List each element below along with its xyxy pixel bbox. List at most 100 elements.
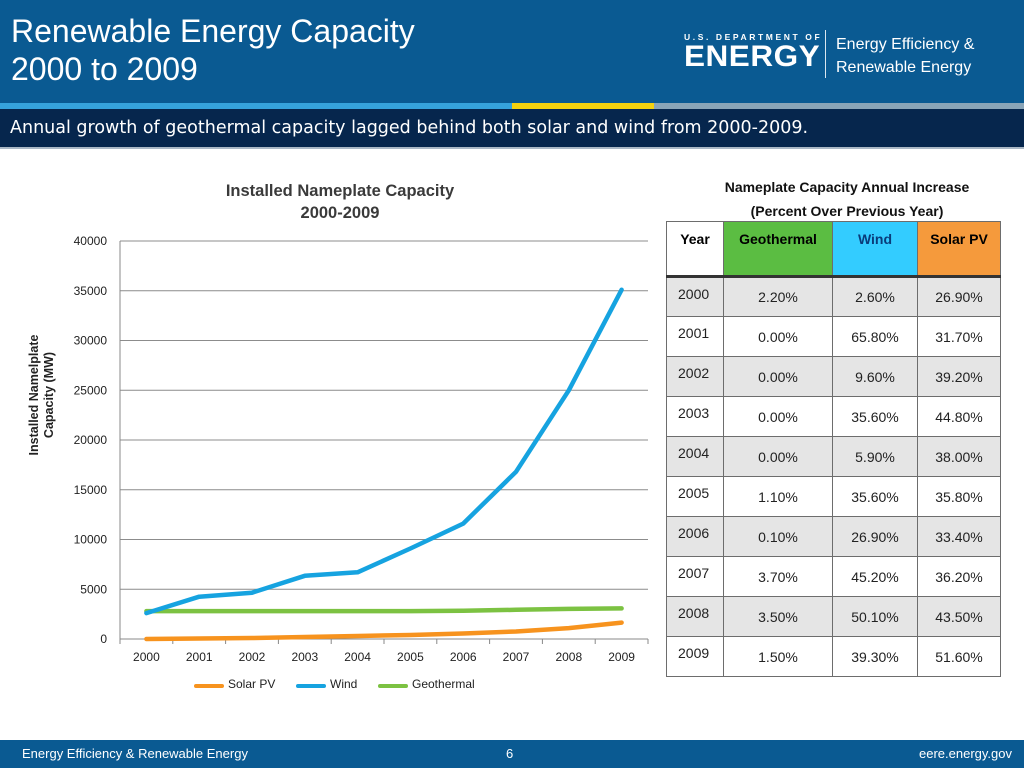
legend-label-wind: Wind [330, 677, 358, 691]
row-wind: 50.10% [832, 596, 918, 637]
row-wind: 39.30% [832, 636, 918, 677]
x-tick-label: 2007 [503, 650, 530, 664]
table-title-line2: (Percent Over Previous Year) [750, 203, 944, 219]
x-tick-label: 2001 [186, 650, 213, 664]
series-line-solar-pv [144, 620, 624, 642]
row-year: 2000 [666, 276, 724, 317]
row-geothermal: 0.00% [723, 396, 833, 437]
slide-footer: Energy Efficiency & Renewable Energy 6 e… [0, 740, 1024, 768]
table-row: 2009 1.50% 39.30% 51.60% [666, 636, 1001, 677]
y-tick-label: 5000 [80, 582, 107, 596]
row-year: 2003 [666, 396, 724, 437]
y-tick-label: 35000 [74, 284, 108, 298]
x-tick-label: 2000 [133, 650, 160, 664]
table-row: 2006 0.10% 26.90% 33.40% [666, 516, 1001, 557]
table-row: 2008 3.50% 50.10% 43.50% [666, 596, 1001, 637]
row-solar: 33.40% [917, 516, 1001, 557]
row-geothermal: 2.20% [723, 276, 833, 317]
table-row: 2002 0.00% 9.60% 39.20% [666, 356, 1001, 397]
office-name-line1: Energy Efficiency & [836, 36, 975, 53]
table-body: 2000 2.20% 2.60% 26.90% 2001 0.00% 65.80% 31.70… [666, 276, 1001, 677]
table-row: 2007 3.70% 45.20% 36.20% [666, 556, 1001, 597]
row-wind: 35.60% [832, 476, 918, 517]
row-geothermal: 3.70% [723, 556, 833, 597]
footer-office-name: Energy Efficiency & Renewable Energy [22, 746, 248, 761]
legend-label-geothermal: Geothermal [412, 677, 475, 691]
legend-swatch-geothermal [378, 684, 408, 688]
legend-label-solar: Solar PV [228, 677, 276, 691]
row-solar: 51.60% [917, 636, 1001, 677]
y-tick-label: 15000 [74, 483, 108, 497]
row-year: 2008 [666, 596, 724, 637]
row-solar: 39.20% [917, 356, 1001, 397]
logo-divider [825, 30, 826, 78]
row-year: 2006 [666, 516, 724, 557]
office-name: Energy Efficiency & Renewable Energy [836, 33, 974, 79]
y-tick-label: 40000 [74, 234, 108, 248]
x-tick-label: 2004 [344, 650, 371, 664]
footer-website: eere.energy.gov [919, 746, 1012, 761]
table-row: 2003 0.00% 35.60% 44.80% [666, 396, 1001, 437]
x-tick-label: 2006 [450, 650, 477, 664]
row-year: 2002 [666, 356, 724, 397]
row-geothermal: 0.10% [723, 516, 833, 557]
row-solar: 36.20% [917, 556, 1001, 597]
table-header-row: Year Geothermal Wind Solar PV [666, 221, 1001, 278]
legend-swatch-wind [296, 684, 326, 688]
slide-title-line1: Renewable Energy Capacity [11, 13, 415, 49]
row-wind: 45.20% [832, 556, 918, 597]
row-solar: 31.70% [917, 316, 1001, 357]
header-year: Year [666, 221, 724, 278]
x-tick-label: 2009 [608, 650, 635, 664]
slide-title: Renewable Energy Capacity 2000 to 2009 [11, 12, 415, 88]
row-year: 2001 [666, 316, 724, 357]
doe-logo: U.S. DEPARTMENT OF ENERGY [684, 32, 822, 74]
row-solar: 43.50% [917, 596, 1001, 637]
doe-logo-wordmark: ENERGY [684, 40, 821, 73]
row-wind: 65.80% [832, 316, 918, 357]
x-tick-label: 2008 [555, 650, 582, 664]
row-wind: 2.60% [832, 276, 918, 317]
doe-logo-small-text: U.S. DEPARTMENT OF [684, 32, 823, 42]
row-geothermal: 0.00% [723, 356, 833, 397]
row-geothermal: 1.10% [723, 476, 833, 517]
header-stripe-blue [0, 103, 512, 109]
series-line-wind [144, 287, 624, 616]
row-wind: 5.90% [832, 436, 918, 477]
table-title-line1: Nameplate Capacity Annual Increase [724, 179, 970, 195]
page-number: 6 [506, 746, 514, 761]
row-solar: 35.80% [917, 476, 1001, 517]
row-year: 2004 [666, 436, 724, 477]
table-row: 2000 2.20% 2.60% 26.90% [666, 276, 1001, 317]
office-name-line2: Renewable Energy [836, 59, 972, 76]
chart-title-line1: Installed Nameplate Capacity [225, 182, 455, 200]
legend-swatch-solar [194, 684, 224, 688]
slide-title-line2: 2000 to 2009 [11, 51, 198, 87]
series-line-geothermal [144, 606, 624, 614]
y-tick-label: 0 [100, 632, 107, 646]
y-tick-label: 25000 [74, 383, 108, 397]
row-geothermal: 0.00% [723, 316, 833, 357]
header-stripe-yellow [512, 103, 654, 109]
row-geothermal: 1.50% [723, 636, 833, 677]
table-row: 2005 1.10% 35.60% 35.80% [666, 476, 1001, 517]
y-tick-label: 20000 [74, 433, 108, 447]
row-geothermal: 3.50% [723, 596, 833, 637]
chart-title-line2: 2000-2009 [300, 204, 380, 222]
chart-title: Installed Nameplate Capacity 2000-2009 [150, 180, 530, 224]
row-geothermal: 0.00% [723, 436, 833, 477]
slide-header: Renewable Energy Capacity 2000 to 2009 U… [0, 0, 1024, 103]
row-wind: 35.60% [832, 396, 918, 437]
slide-subtitle: Annual growth of geothermal capacity lag… [10, 118, 809, 138]
capacity-line-chart: 0 5000 10000 15000 20000 25000 30000 35000 40000… [74, 234, 649, 664]
header-stripe-gray [654, 103, 1024, 109]
table-row: 2001 0.00% 65.80% 31.70% [666, 316, 1001, 357]
header-wind: Wind [832, 221, 918, 278]
subtitle-bar: Annual growth of geothermal capacity lag… [0, 109, 1024, 149]
x-tick-label: 2003 [291, 650, 318, 664]
row-solar: 38.00% [917, 436, 1001, 477]
x-tick-label: 2005 [397, 650, 424, 664]
row-year: 2005 [666, 476, 724, 517]
table-row: 2004 0.00% 5.90% 38.00% [666, 436, 1001, 477]
x-tick-label: 2002 [239, 650, 266, 664]
